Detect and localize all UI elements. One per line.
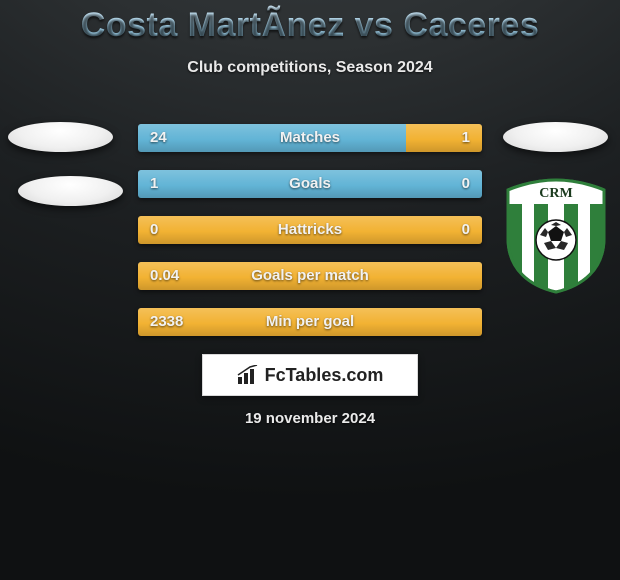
club-crest: CRM	[504, 178, 608, 294]
stat-label: Min per goal	[138, 308, 482, 336]
player-left-badge-2	[18, 176, 123, 206]
player-left-badge-1	[8, 122, 113, 152]
brand-box: FcTables.com	[202, 354, 418, 396]
stat-value-right: 0	[462, 170, 470, 198]
stat-value-right: 1	[462, 124, 470, 152]
stat-value-left: 24	[150, 124, 167, 152]
date-label: 19 november 2024	[0, 410, 620, 427]
stat-label: Matches	[138, 124, 482, 152]
stat-label: Goals per match	[138, 262, 482, 290]
stat-row: Goals1 0	[138, 170, 482, 198]
stat-row: Hattricks0 0	[138, 216, 482, 244]
svg-text:CRM: CRM	[539, 186, 572, 201]
stats-bars: Matches241Goals10Hattricks00Goals per ma…	[138, 124, 482, 354]
subtitle: Club competitions, Season 2024	[0, 59, 620, 77]
chart-icon	[237, 365, 259, 385]
stat-value-right: 0	[462, 216, 470, 244]
stat-label: Hattricks	[138, 216, 482, 244]
stat-row: Matches24 1	[138, 124, 482, 152]
stat-label: Goals	[138, 170, 482, 198]
brand-text: FcTables.com	[265, 365, 384, 386]
player-right-badge	[503, 122, 608, 152]
stat-value-left: 1	[150, 170, 158, 198]
page-title: Costa MartÃ­nez vs Caceres	[0, 0, 620, 45]
stat-value-left: 0.04	[150, 262, 179, 290]
stat-value-left: 0	[150, 216, 158, 244]
infographic: Costa MartÃ­nez vs Caceres Club competit…	[0, 0, 620, 580]
stat-row: Min per goal2338	[138, 308, 482, 336]
stat-value-left: 2338	[150, 308, 183, 336]
stat-row: Goals per match0.04	[138, 262, 482, 290]
